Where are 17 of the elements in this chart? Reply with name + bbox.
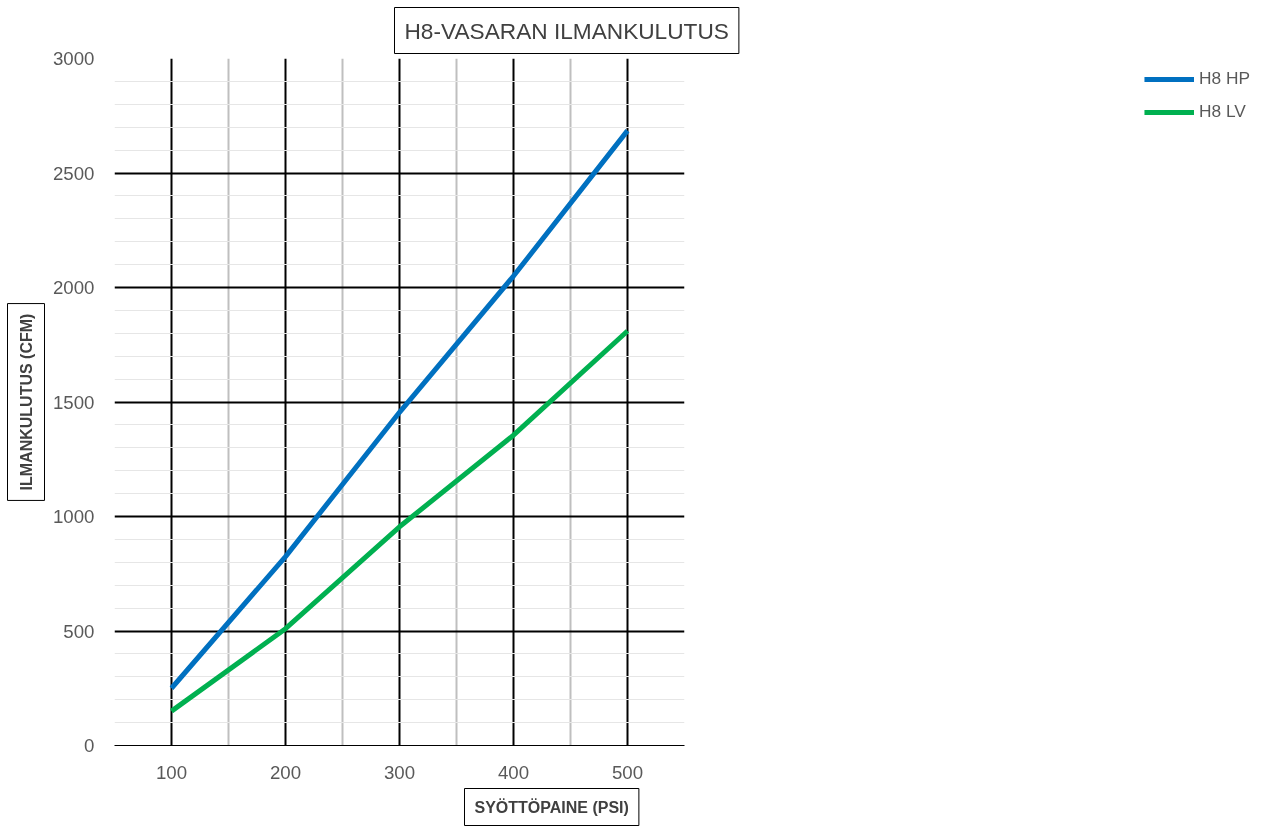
y-tick-label: 0 bbox=[84, 735, 95, 756]
chart-title: H8-VASARAN ILMANKULUTUS bbox=[404, 17, 729, 44]
legend-label: H8 LV bbox=[1198, 101, 1246, 122]
x-tick-label: 100 bbox=[155, 761, 188, 783]
x-tick-label: 400 bbox=[497, 761, 530, 783]
legend-label: H8 HP bbox=[1198, 68, 1250, 89]
y-axis-title: ILMANKULUTUS (CFM) bbox=[17, 313, 35, 491]
y-tick-label: 3000 bbox=[53, 48, 95, 69]
y-tick-label: 2000 bbox=[53, 277, 95, 298]
x-axis-title: SYÖTTÖPAINE (PSI) bbox=[474, 797, 629, 816]
y-tick-label: 500 bbox=[63, 620, 95, 642]
y-tick-label: 2500 bbox=[53, 162, 95, 184]
x-tick-label: 500 bbox=[611, 761, 644, 783]
x-tick-label: 200 bbox=[269, 761, 302, 783]
x-tick-label: 300 bbox=[383, 761, 416, 783]
y-tick-label: 1500 bbox=[53, 391, 95, 413]
y-tick-label: 1000 bbox=[53, 506, 95, 527]
